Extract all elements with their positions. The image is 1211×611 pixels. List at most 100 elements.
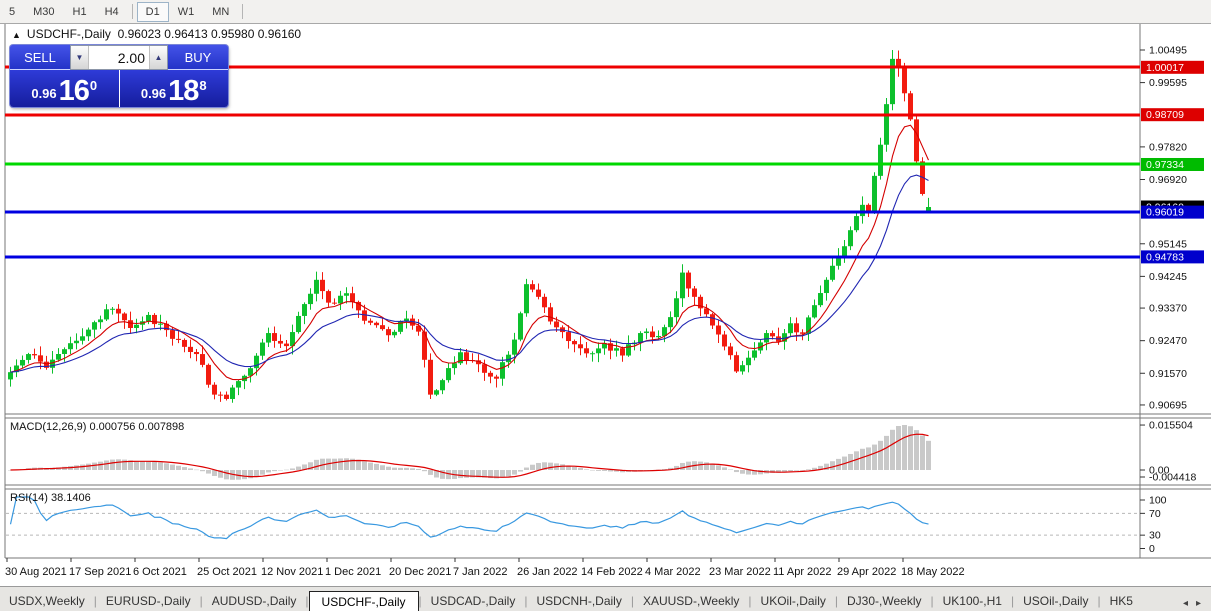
ask-price-point: 8 [199, 78, 207, 93]
svg-text:26 Jan 2022: 26 Jan 2022 [517, 566, 578, 578]
svg-text:29 Apr 2022: 29 Apr 2022 [837, 566, 896, 578]
svg-text:0.00: 0.00 [1149, 465, 1170, 477]
svg-text:18 May 2022: 18 May 2022 [901, 566, 965, 578]
timeframe-button-d1[interactable]: D1 [136, 1, 169, 22]
svg-text:0.93370: 0.93370 [1149, 303, 1187, 315]
chart-ohlc-values: 0.96023 0.96413 0.95980 0.96160 [117, 27, 302, 41]
chart-tab-hk5[interactable]: HK5 [1109, 594, 1133, 608]
svg-text:0.98709: 0.98709 [1146, 109, 1184, 121]
svg-text:7 Jan 2022: 7 Jan 2022 [453, 566, 507, 578]
buy-button[interactable]: BUY [168, 45, 228, 70]
chart-tab-usoil-daily[interactable]: USOil-,Daily [1023, 594, 1089, 608]
macd-layer [8, 425, 931, 480]
tab-separator: | [305, 594, 309, 608]
bid-price-point: 0 [89, 78, 98, 93]
lot-increase-button[interactable]: ▲ [149, 46, 167, 69]
chart-tab-usdchf-daily[interactable]: USDCHF-,Daily [308, 591, 419, 611]
svg-text:0.94245: 0.94245 [1149, 271, 1187, 283]
svg-text:0.96019: 0.96019 [1146, 207, 1184, 219]
svg-text:0.015504: 0.015504 [1149, 420, 1193, 432]
price-label-box [1141, 108, 1204, 122]
svg-text:0.95145: 0.95145 [1149, 238, 1187, 250]
timeframe-button-m5[interactable]: 5 [9, 5, 16, 18]
chart-tab-bar: USDX,Weekly | EURUSD-,Daily | AUDUSD-,Daily |… [0, 586, 1211, 611]
price-label-box [1141, 205, 1204, 219]
tab-separator: | [1010, 594, 1015, 608]
svg-text:17 Sep 2021: 17 Sep 2021 [69, 566, 131, 578]
bid-price-display[interactable]: 0.96 16 0 [10, 70, 119, 107]
chart-tab-dj30-weekly[interactable]: DJ30-,Weekly [847, 594, 922, 608]
chart-tab-xauusd-weekly[interactable]: XAUUSD-,Weekly [642, 594, 740, 608]
collapse-trade-panel-icon[interactable]: ▲ [12, 30, 21, 40]
svg-text:0.96920: 0.96920 [1149, 174, 1187, 186]
timeframe-button-m30[interactable]: M30 [33, 5, 55, 18]
svg-text:0.91570: 0.91570 [1149, 368, 1187, 380]
bid-price-prefix: 0.96 [31, 86, 57, 101]
lot-decrease-button[interactable]: ▼ [71, 46, 89, 69]
toolbar-separator [242, 4, 244, 19]
lot-size-input[interactable] [89, 46, 149, 69]
chart-tab-uk100-h1[interactable]: UK100-,H1 [942, 594, 1002, 608]
chart-tab-usdx-weekly[interactable]: USDX,Weekly [9, 594, 85, 608]
toolbar-separator [131, 4, 133, 19]
timeframe-toolbar: 5 M30 H1 H4 D1 W1 MN [0, 0, 1211, 24]
timeframe-button-h4[interactable]: H4 [104, 5, 119, 18]
svg-text:23 Mar 2022: 23 Mar 2022 [709, 566, 771, 578]
tab-separator: | [418, 594, 422, 608]
lot-size-group: ▼ ▲ [70, 45, 168, 70]
rsi-indicator-label: RSI(14) 38.1406 [10, 492, 91, 504]
svg-text:0.97820: 0.97820 [1149, 141, 1187, 153]
timeframe-button-w1[interactable]: W1 [177, 5, 195, 18]
svg-text:12 Nov 2021: 12 Nov 2021 [261, 566, 323, 578]
tab-separator: | [1097, 594, 1101, 608]
chart-tab-usdcnh-daily[interactable]: USDCNH-,Daily [536, 594, 622, 608]
svg-text:0.99595: 0.99595 [1149, 77, 1187, 89]
ask-price-prefix: 0.96 [140, 86, 167, 101]
tab-separator: | [524, 594, 528, 608]
svg-text:1.00495: 1.00495 [1149, 45, 1187, 57]
svg-text:100: 100 [1149, 495, 1167, 507]
tab-separator: | [630, 594, 634, 608]
tab-separator: | [199, 594, 203, 608]
chart-tab-audusd-daily[interactable]: AUDUSD-,Daily [211, 594, 297, 608]
svg-text:-0.004418: -0.004418 [1149, 472, 1196, 484]
sell-button[interactable]: SELL [10, 45, 70, 70]
svg-text:0.94783: 0.94783 [1146, 251, 1184, 263]
svg-text:1.00017: 1.00017 [1146, 62, 1184, 74]
timeframe-button-mn[interactable]: MN [212, 5, 230, 18]
price-label-box [1141, 60, 1204, 74]
chart-tab-eurusd-daily[interactable]: EURUSD-,Daily [105, 594, 191, 608]
ask-price-display[interactable]: 0.96 18 8 [119, 70, 228, 107]
svg-text:0.97334: 0.97334 [1146, 159, 1184, 171]
tab-separator: | [834, 594, 839, 608]
svg-text:25 Oct 2021: 25 Oct 2021 [197, 566, 257, 578]
svg-text:11 Apr 2022: 11 Apr 2022 [773, 566, 832, 578]
svg-text:30 Aug 2021: 30 Aug 2021 [5, 566, 67, 578]
chart-title: ▲ USDCHF-,Daily 0.96023 0.96413 0.95980 0… [12, 27, 301, 41]
tabs-scroll-left-icon[interactable]: ◂ [1182, 598, 1188, 609]
svg-text:70: 70 [1149, 508, 1161, 520]
svg-text:0.92470: 0.92470 [1149, 335, 1187, 347]
svg-text:4 Mar 2022: 4 Mar 2022 [645, 566, 701, 578]
date-axis: 30 Aug 2021 17 Sep 2021 6 Oct 2021 25 Oct 2… [5, 558, 965, 578]
moving-averages-layer [10, 124, 930, 381]
svg-text:14 Feb 2022: 14 Feb 2022 [581, 566, 643, 578]
svg-text:0: 0 [1149, 543, 1155, 555]
tab-separator: | [930, 594, 934, 608]
bid-price-pips: 16 [58, 75, 90, 107]
svg-text:1 Dec 2021: 1 Dec 2021 [325, 566, 381, 578]
tab-separator: | [93, 594, 97, 608]
price-label-box [1141, 157, 1204, 171]
timeframe-button-h1[interactable]: H1 [72, 5, 87, 18]
price-axis: 1.00495 0.99595 0.97820 0.96920 0.95145 0.942… [1140, 45, 1204, 555]
svg-text:6 Oct 2021: 6 Oct 2021 [133, 566, 187, 578]
rsi-layer [6, 496, 1140, 540]
price-label-box [1141, 250, 1204, 264]
ask-price-pips: 18 [168, 75, 199, 107]
one-click-trading-panel: SELL ▼ ▲ BUY 0.96 16 0 0.96 18 8 [10, 45, 228, 107]
tabs-scroll-right-icon[interactable]: ▸ [1195, 598, 1201, 609]
chart-tab-ukoil-daily[interactable]: UKOil-,Daily [760, 594, 826, 608]
chart-tab-usdcad-daily[interactable]: USDCAD-,Daily [430, 594, 516, 608]
